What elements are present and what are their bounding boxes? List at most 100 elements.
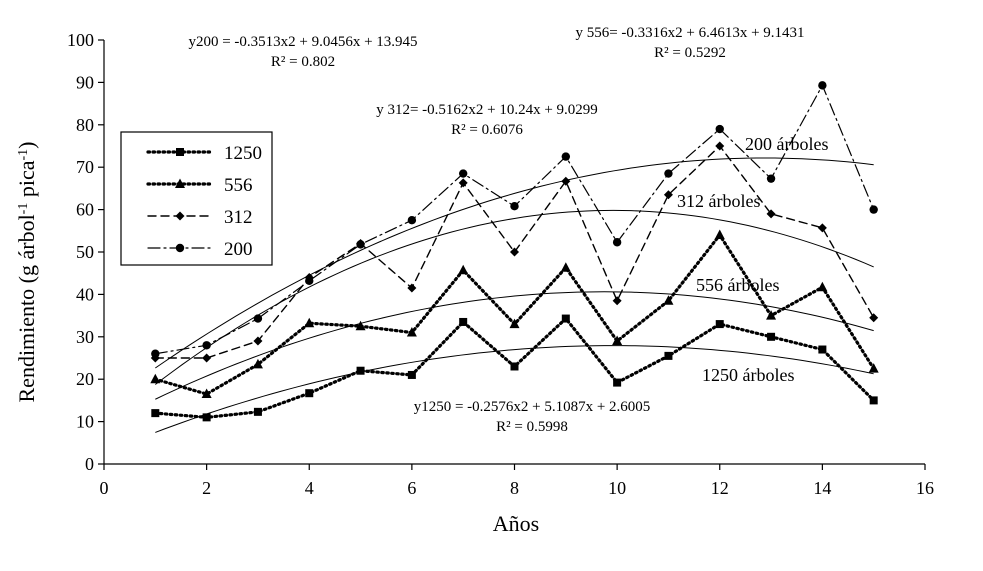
data-point-556 [252,358,263,369]
data-point-200 [356,240,365,249]
curve-label-312: 312 árboles [677,191,760,211]
data-point-1250 [715,320,724,329]
data-point-312 [869,313,879,323]
y-tick-label: 20 [76,369,94,389]
legend-label: 200 [224,239,253,260]
data-point-200 [869,205,878,214]
data-point-200 [561,152,571,161]
r2-1250: R² = 0.5998 [496,419,568,435]
data-point-556 [509,318,520,329]
data-point-556 [868,363,879,373]
y-tick-label: 30 [76,327,94,347]
y-tick-label: 10 [76,412,94,432]
legend-items: 1250 556 312 200 [146,143,262,260]
legend-marker [175,243,185,253]
x-tick-label: 4 [305,478,314,498]
r2-200: R² = 0.802 [271,54,335,70]
y-tick-label: 70 [76,157,94,177]
legend-marker [176,148,184,156]
r2-312: R² = 0.6076 [451,122,523,138]
data-point-312 [766,209,776,219]
data-point-200 [766,174,776,183]
y-axis-title-sup: -1 [16,203,31,215]
r2-556: R² = 0.5292 [654,45,726,61]
trendline-200 [155,157,874,369]
data-point-1250 [356,366,365,375]
y-axis-title: Rendimiento (g árbol-1 pica-1) [14,141,39,402]
data-point-1250 [202,413,211,422]
data-point-312 [253,336,263,346]
legend-box [120,131,273,266]
legend-marker [175,178,185,188]
x-tick-label: 8 [510,478,519,498]
data-point-200 [305,276,314,286]
data-point-556 [458,264,469,275]
data-point-1250 [253,407,262,416]
series-312 [150,141,879,363]
data-point-556 [304,317,315,328]
axis-ticks: 0 2 4 6 8 10 12 14 16 0 10 20 30 40 50 60 70 80 90 100 [67,30,934,498]
x-axis-title: Años [493,511,539,536]
x-tick-label: 16 [916,478,934,498]
legend: 1250 556 312 200 [120,131,273,266]
data-point-312 [458,178,468,188]
data-point-200 [664,169,673,178]
y-tick-label: 40 [76,284,94,304]
x-tick-label: 6 [407,478,416,498]
legend-label: 312 [224,207,253,228]
data-point-312 [407,283,417,293]
data-point-200 [151,349,160,358]
curve-label-556: 556 árboles [696,275,779,295]
data-point-312 [715,141,725,151]
data-point-200 [407,216,417,225]
data-point-556 [150,373,161,384]
data-point-1250 [561,314,570,323]
y-tick-label: 60 [76,200,94,220]
data-point-312 [510,247,519,257]
curve-label-1250: 1250 árboles [702,365,794,385]
equation-312: y 312= -0.5162x2 + 10.24x + 9.0299 [376,102,598,118]
x-tick-label: 12 [711,478,729,498]
axes: 0 2 4 6 8 10 12 14 16 0 10 20 30 40 50 60 70 80 90 100 [67,30,934,498]
data-point-1250 [767,332,776,341]
data-point-556 [663,295,674,305]
x-tick-label: 0 [100,478,109,498]
data-point-556 [201,388,212,399]
x-tick-label: 2 [202,478,211,498]
plot-area: 0 2 4 6 8 10 12 14 16 0 10 20 30 40 50 60 70 80 90 100 [67,30,934,498]
legend-marker [175,211,185,221]
legend-item-200: 200 [147,239,253,260]
data-point-312 [817,223,827,233]
data-point-556 [406,327,417,337]
data-point-1250 [510,362,519,371]
y-tick-label: 0 [85,454,94,474]
x-tick-label: 14 [813,478,831,498]
data-point-312 [663,190,673,200]
trendline-1250 [155,345,874,433]
y-tick-label: 100 [67,30,94,50]
data-point-1250 [869,396,878,405]
data-point-200 [202,341,211,350]
data-point-200 [253,314,263,323]
data-point-200 [510,202,519,211]
data-point-556 [766,310,777,320]
data-point-556 [612,335,623,346]
series-556 [150,229,879,399]
y-axis-title-part: Rendimiento (g árbol [14,214,39,402]
data-point-1250 [613,378,622,387]
legend-item-312: 312 [147,207,253,228]
data-point-556 [714,229,725,240]
trendline-312 [155,209,874,385]
y-axis-title-part: ) [14,141,39,148]
data-point-556 [560,262,571,272]
data-point-1250 [305,389,314,398]
series-lines [150,81,879,422]
legend-item-1250: 1250 [146,143,262,164]
y-tick-label: 80 [76,115,94,135]
curve-label-200: 200 árboles [745,134,828,154]
equation-556: y 556= -0.3316x2 + 6.4613x + 9.1431 [575,25,804,41]
data-point-200 [612,238,622,247]
data-point-312 [561,176,571,186]
series-200 [151,81,878,358]
equation-1250: y1250 = -0.2576x2 + 5.1087x + 2.6005 [414,399,651,415]
